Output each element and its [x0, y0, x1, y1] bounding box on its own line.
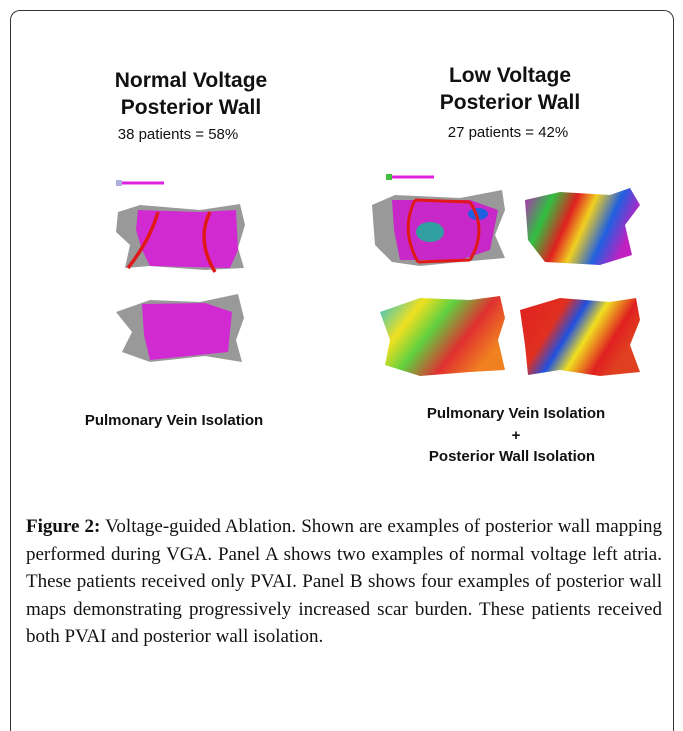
panel-title: Posterior Wall: [121, 96, 261, 119]
atrial-map: [380, 296, 505, 376]
page: Normal Voltage Posterior Wall 38 patient…: [0, 0, 683, 718]
panel-label: Posterior Wall Isolation: [429, 448, 595, 465]
panel-title: Normal Voltage: [115, 69, 267, 92]
atrial-map: [116, 204, 245, 272]
figure: Normal Voltage Posterior Wall 38 patient…: [0, 0, 683, 500]
scale-bar: [116, 180, 164, 186]
panel-subtitle: 27 patients = 42%: [448, 124, 569, 141]
atrial-map: [520, 298, 640, 376]
atrial-map: [372, 190, 505, 266]
atrial-map: [525, 188, 640, 265]
caption-text: Voltage-guided Ablation. Shown are examp…: [26, 516, 662, 647]
panel-label: +: [512, 427, 521, 444]
panel-title: Low Voltage: [449, 64, 571, 87]
panel-label: Pulmonary Vein Isolation: [85, 412, 263, 429]
figure-caption: Figure 2: Voltage-guided Ablation. Shown…: [26, 513, 662, 651]
atrial-map: [116, 294, 244, 362]
scale-bar: [386, 174, 434, 180]
caption-label: Figure 2:: [26, 516, 100, 537]
panel-subtitle: 38 patients = 58%: [118, 126, 239, 143]
panel-title: Posterior Wall: [440, 91, 580, 114]
panel-label: Pulmonary Vein Isolation: [427, 405, 605, 422]
